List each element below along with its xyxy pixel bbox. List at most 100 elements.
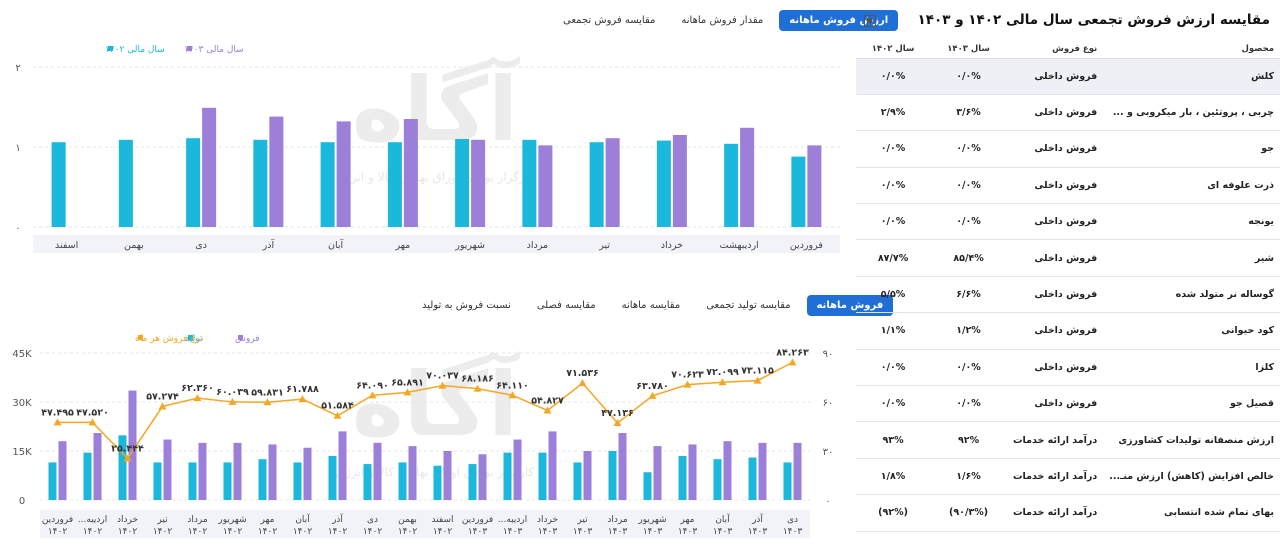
cell-year-1403: ۱/۶% [930,458,1008,496]
sales-rate-point [193,394,202,402]
bar-1403 [471,139,486,227]
cell-product: گوساله نر متولد شده [1103,276,1280,314]
x-tick-label: ۱۴۰۲ [118,527,138,537]
sales-rate-point [158,402,167,410]
sales-rate-label: ۶۸.۱۸۶ [461,374,494,385]
sales-rate-point [228,397,237,405]
cell-year-1403: ۰/۰% [930,385,1008,423]
monthly-sales-value-chart: ۰ ۱ ۲ فروردین اردیبهشت خرداد تیر مرداد شهریور مهر… [15,45,840,253]
tab-cumulative-sales-comparison[interactable]: مقایسه فروش تجمعی [563,15,656,26]
table-row[interactable]: بهای تمام شده انتسابی درآمد ارائه خدمات (۹… [856,494,1280,532]
table-row[interactable]: ذرت علوفه ای فروش داخلی ۰/۰% ۰/۰% [856,167,1280,205]
sales-bar [93,433,102,500]
table-row[interactable]: شیر فروش داخلی ۸۵/۴% ۸۷/۷% [856,239,1280,277]
sales-bar [583,451,592,500]
cell-sale-type: فروش داخلی [1007,167,1104,205]
sales-bar [688,444,697,500]
legend-label: فروش [235,334,260,344]
production-bar [538,452,547,500]
y-right-tick-label: ۶۰ [823,398,834,409]
monthly-sales-production-chart: 0 15K 30K 45K ۰ ۳۰ ۶۰ ۹۰ فروردین ۱۴۰۲ اردیبه... ۱۴۰… [12,334,834,538]
x-tick-label: اسفند [431,515,453,525]
production-bar [188,462,197,500]
cell-product: کلزا [1103,349,1280,387]
x-tick-label: تیر [598,240,610,251]
x-tick-label: شهریور [454,240,485,251]
table-row[interactable]: کلزا فروش داخلی ۰/۰% ۰/۰% [856,349,1280,387]
y-right-tick-label: ۹۰ [823,349,834,360]
x-tick-label: ۱۴۰۲ [188,527,208,537]
sales-rate-label: ۶۳.۷۸۰ [636,381,669,392]
table-row[interactable]: ارزش منصفانه تولیدات کشاورزی درآمد ارائه … [856,421,1280,459]
sales-rate-label: ۴۷.۱۳۶ [601,408,634,419]
x-tick-label: آذر [262,238,275,251]
cumulative-sales-panel: مقایسه ارزش فروش تجمعی سال مالی ۱۴۰۲ و ۱… [856,0,1280,558]
x-tick-label: ۱۴۰۳ [783,527,803,537]
cell-year-1403: (۹۰/۳%) [930,494,1008,532]
sales-rate-point [298,395,307,403]
sales-rate-point [403,388,412,396]
x-tick-label: ۱۴۰۳ [608,527,628,537]
sales-bar [408,446,417,500]
cell-sale-type: درآمد ارائه خدمات [1007,494,1104,532]
legend-swatch [187,46,192,51]
production-bar [433,465,442,500]
sales-rate-label: ۵۹.۸۳۱ [251,387,284,398]
x-tick-label: ۱۴۰۳ [573,527,593,537]
legend-label: تولید [185,334,203,344]
table-row[interactable]: کلش فروش داخلی ۰/۰% ۰/۰% [856,58,1280,95]
x-tick-label: ۱۴۰۲ [258,527,278,537]
sales-rate-label: ۶۲.۳۶۰ [181,383,214,394]
production-bar [328,455,337,500]
y-tick-label: ۲ [15,63,20,74]
cell-sale-type: درآمد ارائه خدمات [1007,421,1104,459]
cell-year-1402: ۰/۰% [856,385,931,423]
table-header-row: محصول نوع فروش سال ۱۴۰۳ سال ۱۴۰۲ [856,40,1280,59]
tab-seasonal-comparison[interactable]: مقایسه فصلی [536,300,596,311]
sales-rate-label: ۷۳.۱۱۵ [741,366,774,377]
sales-rate-point [368,391,377,399]
sales-rate-label: ۷۲.۰۹۹ [706,367,739,378]
sales-bar [233,442,242,500]
table-row[interactable]: خالص افزایش (کاهش) ارزش منـ... درآمد ارائ… [856,458,1280,496]
x-tick-label: ۱۴۰۲ [223,527,243,537]
tab-monthly-comparison[interactable]: مقایسه ماهانه [621,300,681,311]
tab-sales-to-production-ratio[interactable]: نسبت فروش به تولید [422,300,511,311]
production-bar [643,472,652,500]
table-row[interactable]: گوساله نر متولد شده فروش داخلی ۶/۶% ۵/۵% [856,276,1280,314]
cell-year-1402: ۵/۵% [856,276,931,314]
cell-sale-type: درآمد ارائه خدمات [1007,458,1104,496]
cell-year-1402: (۹۲%) [856,494,931,532]
x-tick-label: شهریور [217,515,246,525]
table-row[interactable]: قصیل جو فروش داخلی ۰/۰% ۰/۰% [856,385,1280,423]
sales-bar [198,442,207,500]
cell-year-1403: ۹۲% [930,421,1008,459]
table-row[interactable]: کود حیوانی فروش داخلی ۱/۲% ۱/۱% [856,312,1280,350]
cell-year-1402: ۱/۱% [856,312,931,350]
sales-bar [513,439,522,500]
cell-product: ذرت علوفه ای [1103,167,1280,205]
cell-sale-type: فروش داخلی [1007,130,1104,168]
tab-monthly-sales-quantity[interactable]: مقدار فروش ماهانه [681,15,764,26]
y-tick-label: ۱ [15,143,20,154]
sales-bar [58,441,67,500]
bar-1402 [186,138,201,227]
x-tick-label: اسفند [55,240,78,251]
table-row[interactable]: چربی ، پروتئین ، بار میکروبی و ... فروش د… [856,94,1280,132]
y-right-tick-label: ۳۰ [823,447,834,458]
excel-icon[interactable] [864,15,876,27]
x-tick-label: فروردین [42,515,73,525]
cell-sale-type: فروش داخلی [1007,203,1104,241]
table-row[interactable]: جو فروش داخلی ۰/۰% ۰/۰% [856,130,1280,168]
production-bar [468,464,477,500]
legend-swatch [108,46,113,51]
sales-bar [268,444,277,500]
header-sale-type: نوع فروش [1007,40,1104,59]
bar-1402 [387,142,402,227]
top-chart-tabs: ارزش فروش ماهانه مقدار فروش ماهانه مقایس… [553,10,899,31]
bar-1402 [455,139,470,227]
tab-cumulative-production[interactable]: مقایسه تولید تجمعی [706,300,791,311]
sales-bar [373,442,382,500]
cell-year-1403: ۸۵/۴% [930,239,1008,277]
table-row[interactable]: یونجه فروش داخلی ۰/۰% ۰/۰% [856,203,1280,241]
